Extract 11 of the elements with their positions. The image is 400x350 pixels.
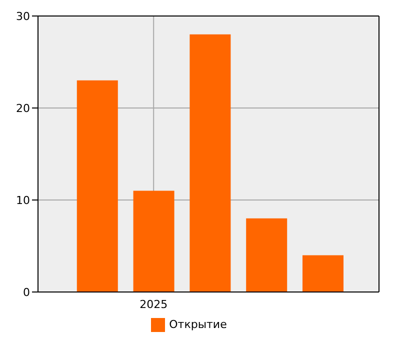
y-tick-label: 0 [23, 286, 30, 299]
bar [133, 190, 174, 292]
bar [190, 34, 231, 292]
bar [76, 80, 118, 292]
y-tick-label: 10 [16, 194, 30, 207]
bar [246, 218, 288, 292]
y-tick-label: 20 [16, 102, 30, 115]
legend-label: Открытие [169, 318, 227, 332]
bar [302, 255, 344, 292]
x-tick-label: 2025 [140, 298, 168, 311]
y-tick-label: 30 [16, 10, 30, 23]
